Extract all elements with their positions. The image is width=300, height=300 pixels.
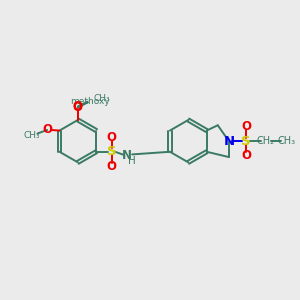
- Text: O: O: [106, 160, 116, 173]
- Text: CH₃: CH₃: [278, 136, 296, 146]
- Text: S: S: [107, 145, 116, 158]
- Text: O: O: [73, 100, 83, 113]
- Text: CH₃: CH₃: [24, 131, 40, 140]
- Text: O: O: [241, 120, 251, 133]
- Text: CH₃: CH₃: [93, 94, 110, 103]
- Text: N: N: [223, 135, 235, 148]
- Text: N: N: [122, 149, 132, 162]
- Text: H: H: [128, 156, 136, 166]
- Text: O: O: [241, 149, 251, 162]
- Text: S: S: [241, 135, 251, 148]
- Text: O: O: [42, 124, 52, 136]
- Text: CH₂: CH₂: [257, 136, 275, 146]
- Text: methoxy: methoxy: [70, 97, 110, 106]
- Text: O: O: [73, 101, 83, 114]
- Text: O: O: [106, 130, 116, 143]
